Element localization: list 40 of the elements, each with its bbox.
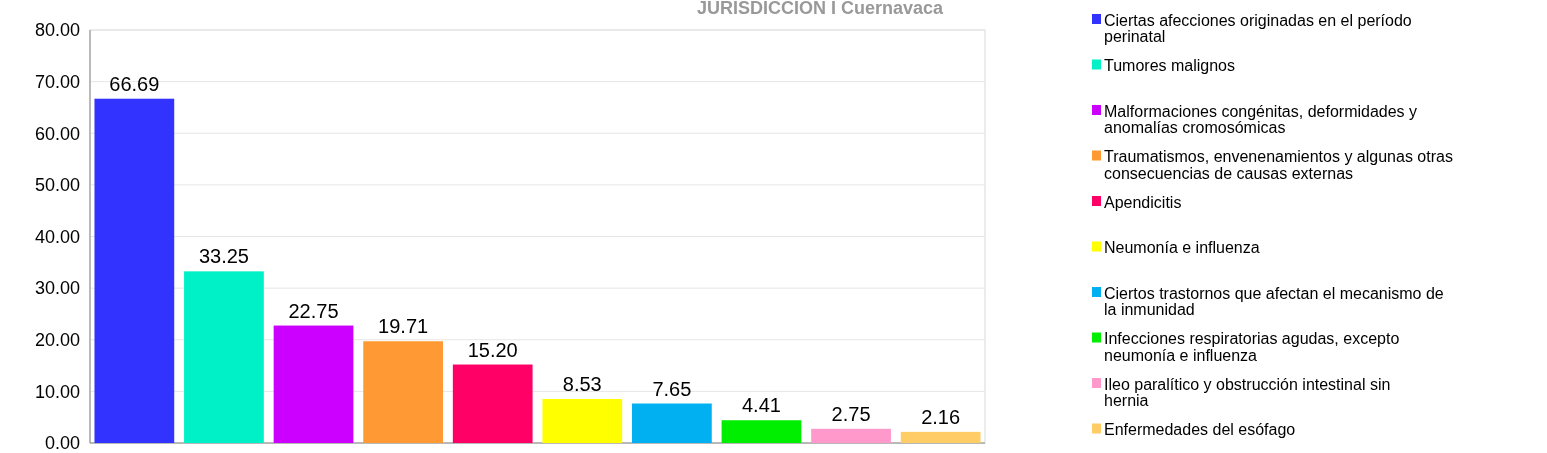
legend-label: Enfermedades del esófago	[1104, 421, 1296, 439]
chart-title: JURISDICCION I Cuernavaca	[696, 0, 945, 18]
data-label: 4.41	[742, 394, 781, 417]
legend-label: Ileo paralítico y obstrucción intestinal sin hernia	[1104, 375, 1391, 410]
data-label: 7.65	[652, 377, 692, 400]
y-tick-label: 20.00	[34, 330, 80, 351]
legend-label: Traumatismos, envenenamientos y algunas otras consecuencias de causas externas	[1104, 148, 1453, 182]
data-label: 2.75	[831, 402, 871, 425]
y-tick-label: 30.00	[34, 278, 80, 299]
data-label: 22.75	[288, 299, 339, 322]
legend-label: Apendicitis	[1104, 193, 1182, 211]
bar	[632, 403, 712, 443]
bar	[811, 428, 891, 443]
legend-label: Ciertos trastornos que afectan el mecanismo de la inmunidad	[1104, 284, 1444, 319]
data-label: 33.25	[198, 245, 249, 268]
bar	[900, 431, 981, 443]
data-label: 15.20	[467, 338, 518, 361]
bar	[94, 98, 175, 443]
data-label: 8.53	[562, 372, 602, 395]
y-tick-label: 40.00	[34, 226, 80, 247]
y-tick-label: 10.00	[34, 381, 80, 402]
bar	[184, 271, 264, 443]
y-tick-label: 80.00	[34, 20, 80, 41]
bar	[273, 325, 354, 443]
bar	[363, 341, 443, 443]
data-label: 66.69	[109, 72, 160, 95]
bar	[452, 364, 533, 443]
legend-label: Malformaciones congénitas, deformidades y anomalías cromosómicas	[1104, 102, 1418, 137]
legend-label: Infecciones respiratorias agudas, excepto neumonía e influenza	[1104, 330, 1400, 364]
y-tick-label: 0.00	[44, 433, 80, 453]
legend-label: Tumores malignos	[1104, 57, 1236, 75]
data-label: 19.71	[378, 315, 429, 338]
legend-label: Neumonía e influenza	[1104, 239, 1260, 257]
legend-label: Ciertas afecciones originadas en el período perinatal	[1104, 11, 1412, 46]
data-label: 2.16	[921, 405, 961, 428]
bar	[542, 398, 623, 443]
y-tick-label: 60.00	[34, 123, 80, 144]
bar	[721, 420, 802, 443]
y-tick-label: 50.00	[34, 175, 80, 196]
y-tick-label: 70.00	[34, 71, 80, 92]
